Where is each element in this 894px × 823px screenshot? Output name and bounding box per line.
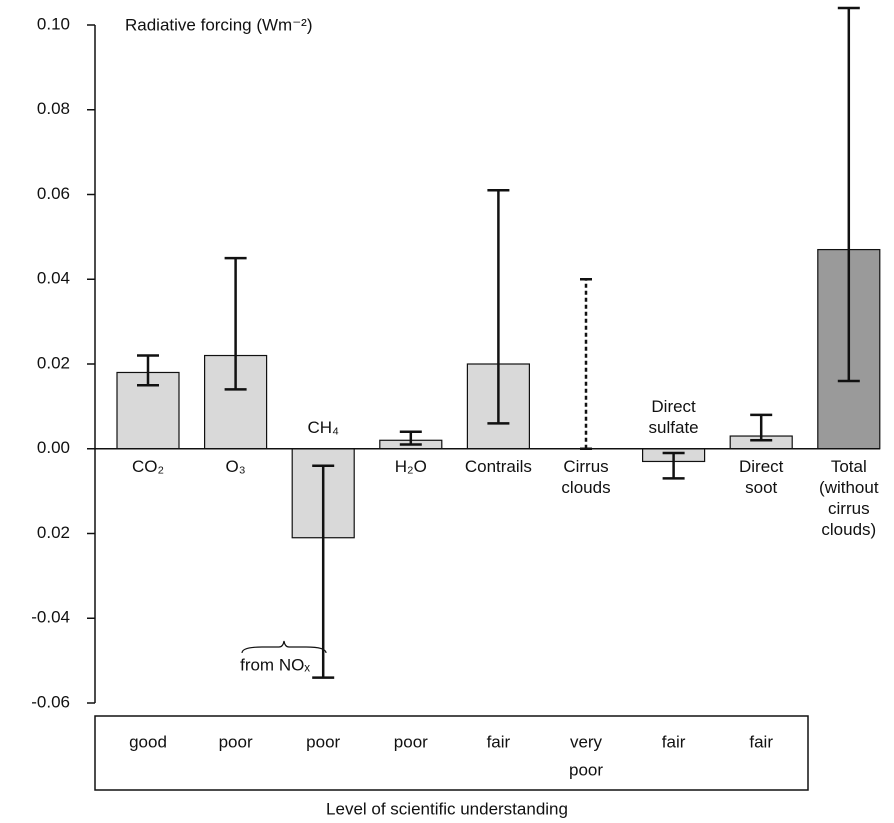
category-label: CO₂ [132,457,164,476]
error-bar [487,189,510,425]
y-tick-label: 0.02 [37,353,70,372]
y-tick-label: -0.04 [31,608,70,627]
error-bar [662,451,685,480]
y-tick-label: 0.04 [37,269,70,288]
error-bar [137,354,159,387]
y-tick-label: -0.06 [31,692,70,711]
understanding-label: fair [749,732,773,751]
understanding-label: poor [306,732,340,751]
understanding-label: fair [487,732,511,751]
category-label: O₃ [226,457,246,476]
y-tick-label: 0.06 [37,184,70,203]
understanding-label: very [570,732,603,751]
category-label: Direct [739,457,784,476]
error-bar [399,430,422,446]
brace [241,640,327,654]
error-bar [750,413,773,442]
error-bar [580,278,592,450]
category-label: Cirrus [563,457,608,476]
understanding-label: fair [662,732,686,751]
category-label: H₂O [395,457,427,476]
y-tick-label: 0.10 [37,14,70,33]
understanding-label: good [129,732,167,751]
x-axis-title: Level of scientific understanding [326,799,568,818]
category-label: Total [831,457,867,476]
category-label: soot [745,478,777,497]
category-label: (without [819,478,879,497]
error-bar [312,464,335,679]
error-bar [224,256,247,391]
y-tick-label: 0.02 [37,523,70,542]
y-axis-title: Radiative forcing (Wm⁻²) [125,15,313,34]
category-label: Contrails [465,457,532,476]
category-label: CH₄ [307,418,339,437]
understanding-label: poor [219,732,253,751]
y-tick-label: 0.08 [37,99,70,118]
annotation: from NOₓ [240,655,310,674]
category-label: Direct [651,397,696,416]
y-tick-label: 0.00 [37,438,70,457]
understanding-label: poor [569,760,603,779]
error-bar [837,6,860,383]
category-label: sulfate [649,418,699,437]
category-label: cirrus [828,499,870,518]
understanding-box [94,715,809,791]
category-label: clouds [561,478,610,497]
category-label: clouds) [821,520,876,539]
understanding-label: poor [394,732,428,751]
